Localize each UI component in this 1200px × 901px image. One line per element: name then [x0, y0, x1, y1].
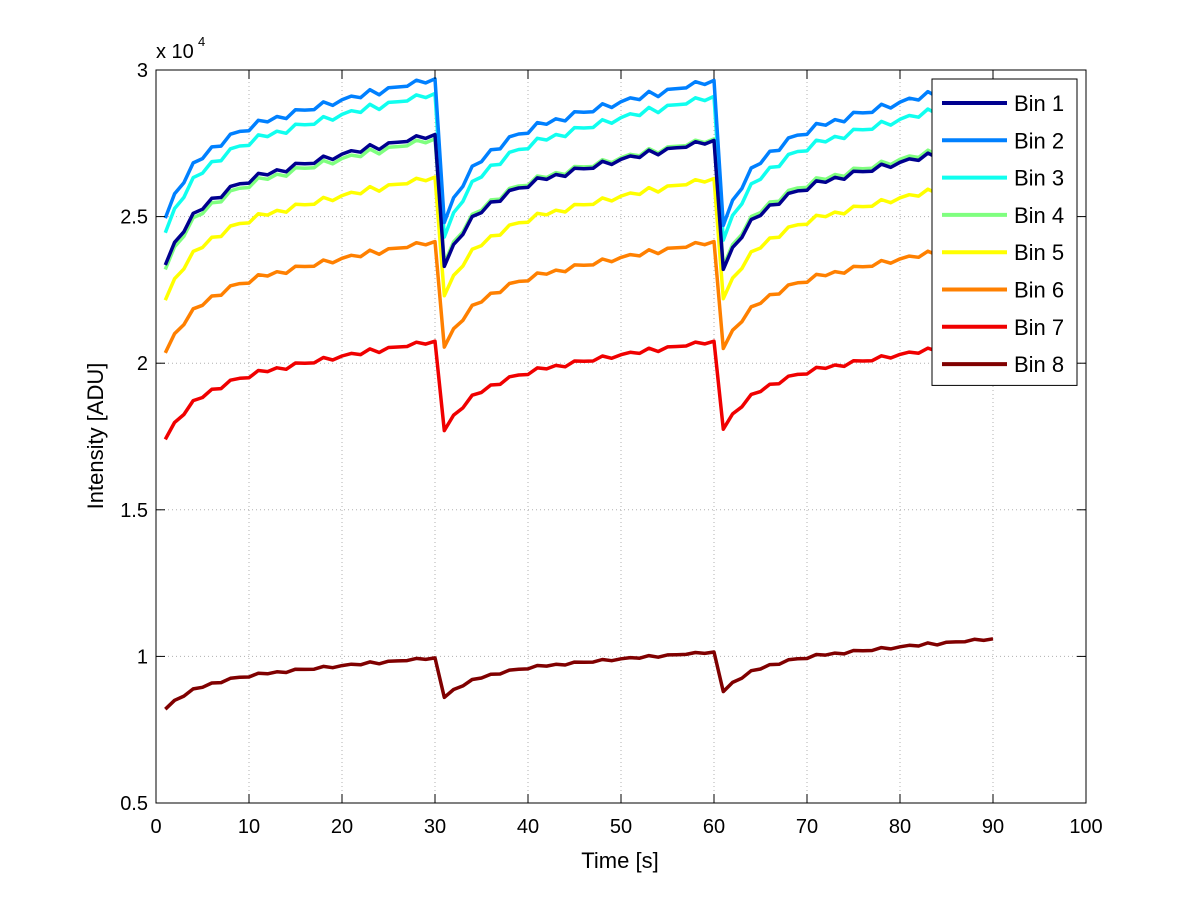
legend-label: Bin 6 [1014, 278, 1064, 303]
y-tick-label: 1 [137, 646, 148, 668]
x-tick-label: 0 [150, 816, 161, 838]
grid [156, 70, 1086, 803]
series-line-bin-1 [163, 132, 994, 272]
legend-label: Bin 8 [1014, 352, 1064, 377]
series-line-bin-6 [163, 239, 994, 354]
y-tick-label: 3 [137, 60, 148, 82]
x-tick-label: 100 [1069, 816, 1102, 838]
legend-label: Bin 4 [1014, 203, 1064, 228]
legend: Bin 1 Bin 2 Bin 3 Bin 4 Bin 5 Bin 6 Bin 7 Bin 8 [931, 78, 1078, 386]
x-tick-label: 70 [796, 816, 818, 838]
y-multiplier: x 10 4 [156, 34, 205, 63]
x-tick-label: 30 [424, 816, 446, 838]
y-tick-label: 2.5 [120, 207, 148, 229]
legend-label: Bin 2 [1014, 128, 1064, 153]
x-axis-label: Time [s] [581, 848, 658, 873]
legend-box [931, 78, 1078, 386]
x-tick-label: 60 [703, 816, 725, 838]
legend-label: Bin 3 [1014, 166, 1064, 191]
y-multiplier-label: x 10 [156, 41, 194, 63]
series-line-bin-8 [164, 637, 994, 711]
x-tick-label: 20 [331, 816, 353, 838]
y-axis-label: Intensity [ADU] [83, 363, 108, 510]
x-tick-label: 40 [517, 816, 539, 838]
y-tick-label: 1.5 [120, 500, 148, 522]
y-tick-label: 2 [137, 353, 148, 375]
x-tick-label: 50 [610, 816, 632, 838]
ticks: 0 10 20 30 40 50 60 70 80 90 100 0.5 1 1.5 2 2.5 3 [120, 60, 1103, 838]
series-line-bin-2 [163, 77, 994, 228]
series-line-bin-5 [163, 175, 994, 301]
series-line-bin-7 [163, 339, 994, 441]
y-multiplier-exponent: 4 [198, 34, 205, 49]
series-lines [163, 77, 994, 711]
x-tick-label: 90 [982, 816, 1004, 838]
y-tick-label: 0.5 [120, 793, 148, 815]
legend-label: Bin 7 [1014, 315, 1064, 340]
series-line-bin-3 [163, 91, 994, 242]
x-tick-label: 10 [238, 816, 260, 838]
legend-label: Bin 5 [1014, 240, 1064, 265]
legend-label: Bin 1 [1014, 91, 1064, 116]
series-line-bin-4 [163, 137, 994, 271]
x-tick-label: 80 [889, 816, 911, 838]
